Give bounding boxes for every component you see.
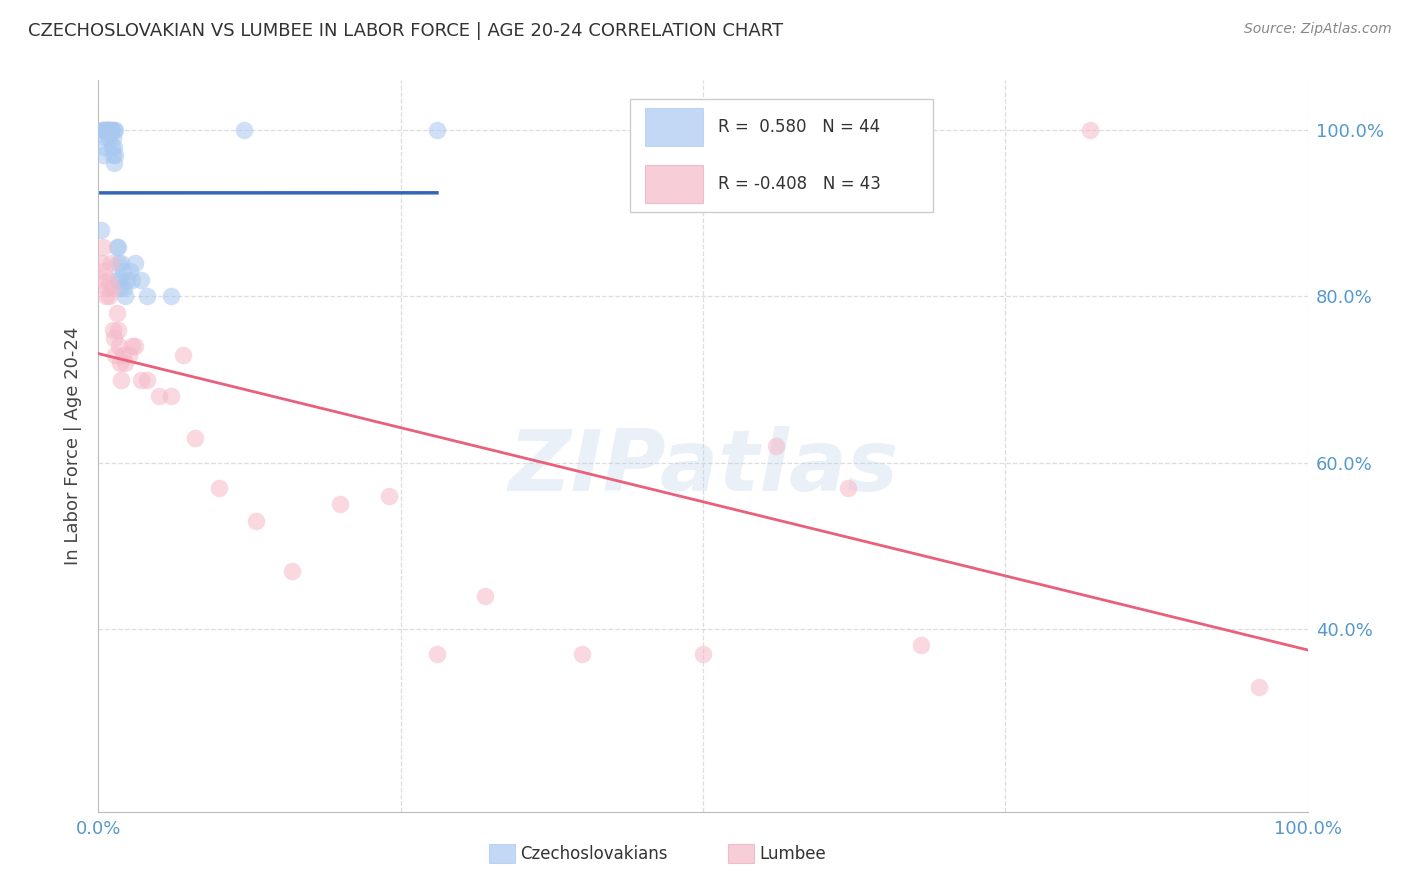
Point (103, 156, 125, 170)
Point (1078, 123, 1101, 137)
Point (110, 256, 132, 270)
Point (100, 256, 122, 270)
Point (105, 306, 128, 320)
Point (135, 372, 157, 386)
Point (98, 131, 121, 145)
Point (103, 123, 125, 137)
Point (121, 273, 143, 287)
Point (93, 123, 115, 137)
Point (910, 639, 932, 653)
Point (474, 589, 496, 603)
Point (96, 281, 118, 295)
Point (93, 264, 115, 278)
Point (172, 348, 194, 362)
Point (96, 123, 118, 137)
Point (184, 431, 207, 445)
Point (91, 239, 114, 253)
Point (129, 372, 152, 386)
Point (91, 123, 114, 137)
Point (104, 148, 127, 162)
Point (121, 339, 143, 353)
Point (232, 123, 254, 137)
Point (103, 331, 125, 345)
Y-axis label: In Labor Force | Age 20-24: In Labor Force | Age 20-24 (65, 326, 83, 566)
Point (108, 356, 131, 370)
Point (100, 140, 122, 154)
Text: Source: ZipAtlas.com: Source: ZipAtlas.com (1244, 22, 1392, 37)
Point (111, 264, 134, 278)
Point (124, 339, 146, 353)
Point (90, 223, 112, 237)
Point (148, 389, 170, 403)
Point (104, 348, 127, 362)
Point (94, 289, 117, 303)
Point (112, 281, 135, 295)
Point (426, 123, 449, 137)
Point (108, 281, 131, 295)
Point (124, 256, 146, 270)
Point (329, 497, 352, 511)
Point (107, 323, 129, 337)
Point (129, 273, 152, 287)
Point (104, 123, 127, 137)
Point (160, 289, 183, 303)
Point (100, 123, 122, 137)
Point (765, 439, 787, 453)
Point (107, 239, 129, 253)
Point (377, 489, 399, 503)
Text: ZIPatlas: ZIPatlas (508, 426, 898, 509)
Point (91, 123, 114, 137)
Point (101, 131, 124, 145)
Point (692, 647, 714, 661)
FancyBboxPatch shape (645, 165, 703, 203)
Point (114, 356, 136, 370)
FancyBboxPatch shape (645, 108, 703, 146)
Text: CZECHOSLOVAKIAN VS LUMBEE IN LABOR FORCE | AGE 20-24 CORRELATION CHART: CZECHOSLOVAKIAN VS LUMBEE IN LABOR FORCE… (28, 22, 783, 40)
Point (111, 348, 134, 362)
Point (98, 123, 121, 137)
Point (108, 273, 131, 287)
Point (91, 148, 114, 162)
Point (90, 273, 112, 287)
Text: Lumbee: Lumbee (759, 845, 825, 863)
Point (103, 140, 125, 154)
Point (114, 289, 136, 303)
Point (100, 123, 122, 137)
Point (118, 264, 141, 278)
Point (245, 514, 267, 528)
Point (93, 140, 115, 154)
Point (135, 289, 157, 303)
Point (110, 372, 132, 386)
Point (1249, 680, 1271, 694)
Point (100, 281, 122, 295)
Point (100, 123, 122, 137)
Text: R =  0.580   N = 44: R = 0.580 N = 44 (717, 118, 880, 136)
Point (97, 123, 120, 137)
Point (117, 273, 139, 287)
Point (96, 123, 118, 137)
Point (101, 323, 124, 337)
Point (426, 647, 449, 661)
Point (91, 256, 114, 270)
Point (97, 123, 120, 137)
Point (118, 348, 141, 362)
Point (281, 564, 304, 578)
Point (97, 273, 120, 287)
Point (105, 239, 128, 253)
Point (108, 339, 131, 353)
Point (160, 389, 183, 403)
Point (98, 289, 121, 303)
Point (101, 148, 124, 162)
Point (837, 481, 859, 495)
FancyBboxPatch shape (630, 99, 932, 212)
Text: R = -0.408   N = 43: R = -0.408 N = 43 (717, 175, 880, 193)
Text: Czechoslovakians: Czechoslovakians (520, 845, 668, 863)
Point (571, 647, 593, 661)
Point (94, 123, 117, 137)
Point (107, 256, 129, 270)
Point (208, 481, 231, 495)
Point (94, 131, 117, 145)
Point (105, 273, 128, 287)
